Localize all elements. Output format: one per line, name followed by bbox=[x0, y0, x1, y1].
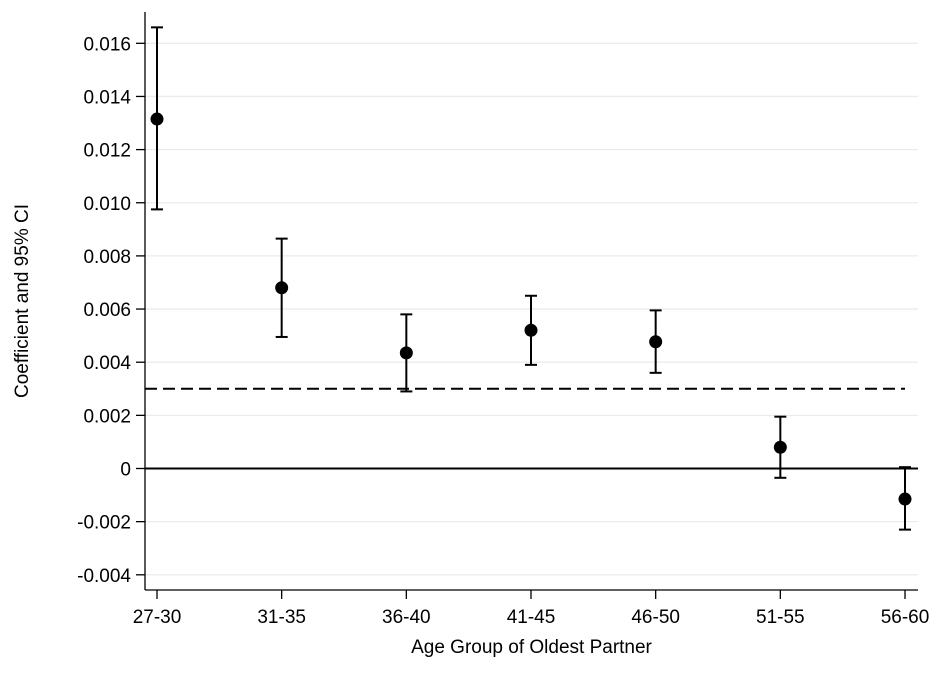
coefficient-point bbox=[898, 492, 912, 506]
coefficient-point bbox=[399, 346, 413, 360]
y-tick-label: -0.002 bbox=[77, 513, 131, 534]
y-tick-label: 0 bbox=[120, 460, 131, 481]
x-tick-label: 36-40 bbox=[382, 607, 431, 628]
coefficient-point bbox=[773, 440, 787, 454]
confidence-intervals bbox=[151, 26, 911, 531]
coefficient-point bbox=[649, 335, 663, 349]
x-tick-label: 27-30 bbox=[133, 607, 182, 628]
y-tick-label: 0.002 bbox=[83, 406, 131, 427]
coefficient-points bbox=[150, 112, 912, 506]
x-tick-label: 56-60 bbox=[881, 607, 930, 628]
x-tick-label: 46-50 bbox=[631, 607, 680, 628]
y-tick-label: 0.008 bbox=[83, 247, 131, 268]
y-tick-label: 0.010 bbox=[83, 194, 131, 215]
y-tick-label: 0.016 bbox=[83, 34, 131, 55]
x-ticks: 27-30 31-35 36-40 41-45 46-50 51-55 56-60 bbox=[133, 590, 930, 628]
x-tick-label: 31-35 bbox=[257, 607, 306, 628]
y-tick-label: 0.012 bbox=[83, 141, 131, 162]
x-tick-label: 51-55 bbox=[756, 607, 805, 628]
x-tick-label: 41-45 bbox=[507, 607, 556, 628]
y-ticks: 0.016 0.014 0.012 0.010 0.008 0.006 0.004 0.002… bbox=[77, 34, 145, 587]
reference-lines bbox=[145, 387, 918, 470]
coefficient-point bbox=[524, 323, 538, 337]
coefficient-point bbox=[150, 112, 164, 126]
coefficient-point bbox=[275, 281, 289, 295]
x-axis-title: Age Group of Oldest Partner bbox=[411, 637, 652, 658]
y-tick-label: 0.006 bbox=[83, 300, 131, 321]
y-tick-label: -0.004 bbox=[77, 566, 131, 587]
y-axis-title: Coefficient and 95% CI bbox=[12, 204, 33, 398]
y-tick-label: 0.014 bbox=[83, 87, 131, 108]
y-tick-label: 0.004 bbox=[83, 353, 131, 374]
